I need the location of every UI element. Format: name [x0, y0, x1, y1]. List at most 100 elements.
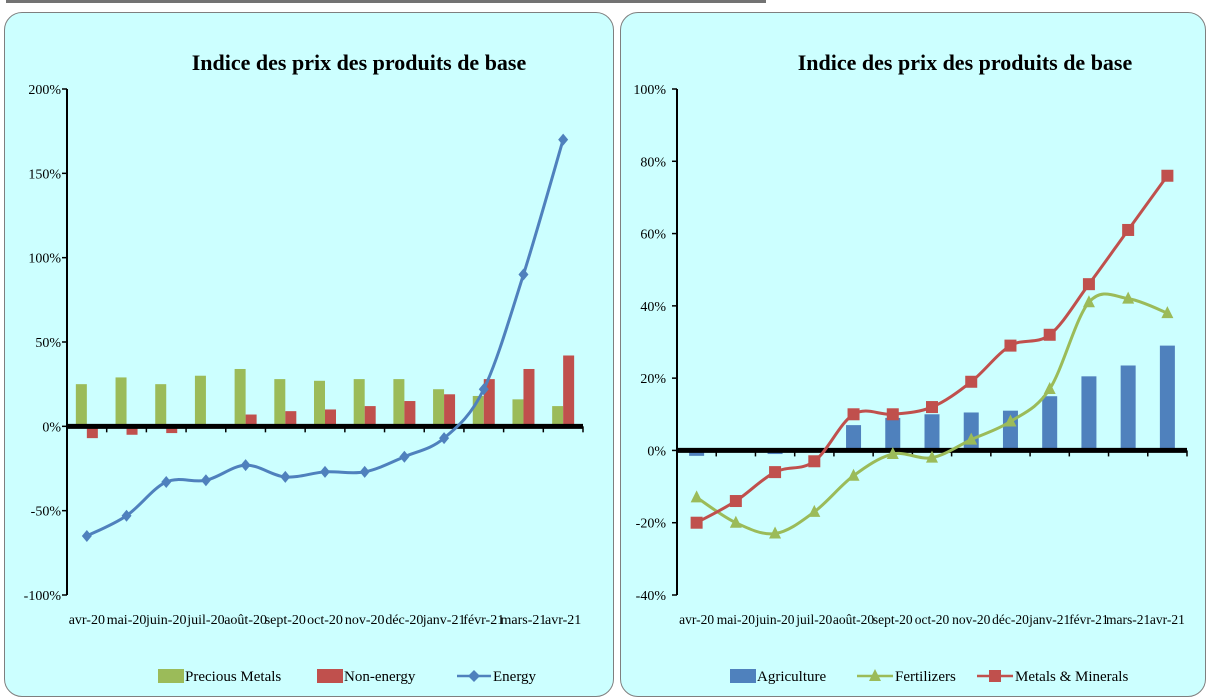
bar [75, 384, 87, 427]
data-point [769, 466, 782, 479]
legend-item: Agriculture [730, 669, 826, 685]
axes [676, 89, 1188, 595]
y-axis-ticks: -100% -50% 0% 50% 100% 150% 200% [24, 83, 67, 604]
data-point [1004, 414, 1017, 427]
bar [483, 379, 495, 427]
legend-label: Energy [493, 669, 537, 685]
data-point [729, 495, 742, 508]
data-point [478, 383, 489, 396]
bar [166, 426, 178, 434]
bar [194, 375, 206, 427]
data-point [399, 450, 410, 463]
data-point [439, 432, 450, 445]
legend-label: Agriculture [757, 669, 826, 685]
x-tick-label: août-20 [833, 612, 874, 627]
bar [444, 394, 456, 427]
y-tick-label: 50% [35, 336, 61, 351]
bars [75, 355, 575, 439]
y-tick-label: 20% [640, 372, 666, 387]
bar [325, 409, 336, 427]
bar [1120, 365, 1136, 451]
y-tick-label: -20% [636, 517, 667, 532]
bar [924, 414, 940, 451]
data-point [121, 509, 132, 522]
x-axis-labels: avr-20 mai-20 juin-20 juil-20 août-20sept-20… [679, 612, 1185, 627]
x-axis-labels: avr-20 mai-20 juin-20 juil-20 août-20sept-20… [69, 613, 582, 628]
legend-label: Non-energy [344, 669, 416, 685]
data-point [320, 465, 330, 478]
y-tick-label: 0% [42, 420, 61, 435]
legend-item: Metals & Minerals [977, 669, 1128, 685]
x-tick-label: mai-20 [107, 613, 147, 628]
x-tick-label: oct-20 [915, 612, 950, 627]
legend: Agriculture Fertilizers Metals & Mineral… [730, 669, 1128, 685]
bar [689, 450, 705, 456]
data-point [926, 450, 938, 463]
series-line [695, 292, 1168, 536]
data-point [886, 447, 899, 460]
legend-item: Fertilizers [857, 669, 956, 685]
bar [472, 395, 484, 427]
x-tick-label: nov-20 [952, 612, 990, 627]
bar [285, 411, 297, 427]
bar [274, 379, 286, 427]
chart-title: Indice des prix des produits de base [192, 50, 527, 75]
legend-label: Metals & Minerals [1015, 669, 1128, 685]
x-tick-label: janv-21 [422, 613, 466, 628]
chart-left-svg: Indice des prix des produits de base -10… [24, 50, 584, 685]
x-tick-label: avr-20 [69, 613, 105, 628]
bar [155, 384, 167, 427]
legend-marker [468, 670, 480, 682]
data-point [690, 516, 703, 529]
data-point [1082, 295, 1095, 308]
bar [563, 355, 575, 427]
cropped-top-text [0, 0, 1208, 12]
bar [433, 389, 445, 427]
bar [115, 377, 127, 427]
axes [66, 89, 584, 595]
data-point [1122, 223, 1135, 236]
bar [314, 380, 325, 427]
bar [963, 412, 979, 451]
x-tick-label: janv-21 [1028, 612, 1070, 627]
bar [1042, 396, 1058, 451]
bar [512, 399, 524, 427]
chart-right-svg: Indice des prix des produits de base -40… [633, 50, 1188, 685]
y-tick-label: -40% [636, 589, 667, 604]
data-point [965, 432, 978, 445]
x-tick-label: avr-21 [545, 613, 581, 628]
y-tick-label: 100% [28, 252, 61, 267]
x-tick-label: avr-21 [1150, 612, 1185, 627]
legend-label: Fertilizers [895, 669, 956, 685]
bar [353, 379, 365, 427]
series-lines [81, 133, 569, 542]
data-point [1161, 169, 1174, 182]
data-point [518, 268, 529, 281]
data-point [808, 504, 821, 517]
legend-label: Precious Metals [185, 669, 281, 685]
series-lines [690, 169, 1174, 539]
data-point [690, 490, 703, 503]
bar [404, 401, 416, 427]
y-tick-label: 200% [28, 83, 61, 98]
y-axis-ticks: -40% -20% 0% 20% 40% 60% 80% 100% [633, 83, 677, 604]
bar [1081, 376, 1097, 451]
x-tick-label: févr-21 [1069, 612, 1108, 627]
x-tick-label: juin-20 [755, 612, 795, 627]
bar [364, 406, 376, 427]
x-tick-label: sept-20 [265, 613, 306, 628]
x-tick-label: oct-20 [307, 613, 343, 628]
x-tick-label: août-20 [224, 613, 267, 628]
chart-title: Indice des prix des produits de base [798, 50, 1133, 75]
data-point [1004, 339, 1017, 352]
data-point [926, 401, 938, 414]
bar [234, 368, 246, 427]
y-tick-label: 150% [28, 167, 61, 182]
data-point [161, 475, 172, 488]
data-point [359, 465, 370, 478]
data-point [808, 455, 821, 468]
chart-panel-right: Indice des prix des produits de base -40… [620, 12, 1206, 697]
x-tick-label: nov-20 [345, 613, 385, 628]
legend-swatch [317, 669, 343, 683]
legend: Precious Metals Non-energy Energy [158, 669, 537, 685]
